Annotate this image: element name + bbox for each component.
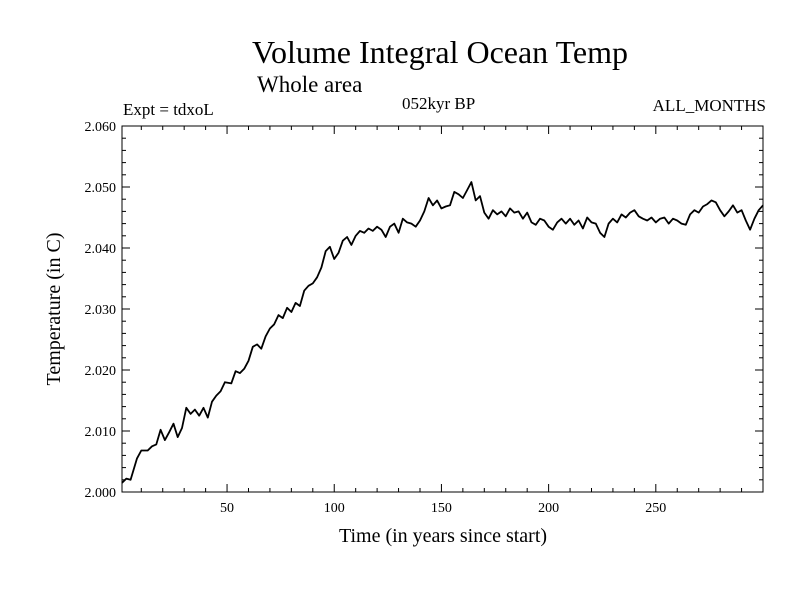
chart-subtitle: Whole area xyxy=(257,72,363,97)
y-tick-label: 2.030 xyxy=(85,303,117,318)
y-tick-label: 2.040 xyxy=(85,242,117,257)
y-tick-label: 2.000 xyxy=(85,486,117,501)
x-tick-label: 200 xyxy=(538,501,559,516)
plot-frame xyxy=(121,125,764,493)
period-label: 052kyr BP xyxy=(402,94,476,113)
chart-title: Volume Integral Ocean Temp xyxy=(251,34,628,70)
y-tick-label: 2.020 xyxy=(85,364,117,379)
y-tick-label: 2.060 xyxy=(85,120,117,135)
axis-ticks xyxy=(122,125,763,493)
y-tick-label: 2.010 xyxy=(85,425,117,440)
x-tick-label: 50 xyxy=(220,501,234,516)
x-tick-label: 100 xyxy=(324,501,345,516)
x-axis-label: Time (in years since start) xyxy=(339,525,547,547)
series-line xyxy=(121,181,764,484)
x-tick-label: 250 xyxy=(645,501,666,516)
months-label: ALL_MONTHS xyxy=(652,96,766,115)
tick-labels: 2.000 2.010 2.020 2.030 2.040 2.050 2.060 50 100… xyxy=(85,120,667,516)
y-tick-label: 2.050 xyxy=(85,181,117,196)
y-axis-label: Temperature (in C) xyxy=(43,233,65,386)
x-tick-label: 150 xyxy=(431,501,452,516)
experiment-label: Expt = tdxoL xyxy=(123,100,214,119)
